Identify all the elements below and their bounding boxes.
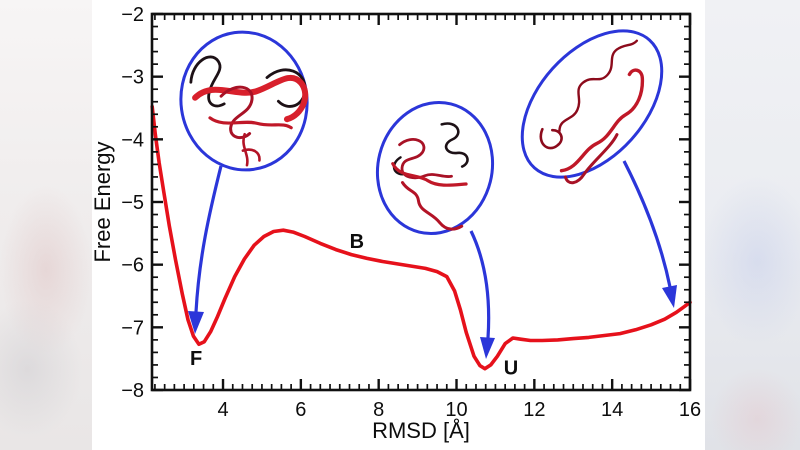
folded-protein-ribbon-icon [189,55,309,167]
x-tick-label: 12 [523,399,545,421]
arrow-to-extended-tail [622,160,677,308]
x-tick-label: 8 [373,399,384,421]
arrow-to-folded-minimum [188,165,223,334]
x-tick-label: 10 [445,399,467,421]
unfolded-structure-inset [520,29,664,185]
x-tick-label: 14 [601,399,623,421]
unfolded-protein-ribbon-icon [539,39,645,185]
state-label-F: F [190,348,202,370]
state-label-B: B [350,231,364,253]
x-axis-title: RMSD [Å] [372,418,470,443]
free-energy-curve [150,104,692,371]
state-label-U: U [504,357,518,379]
intermediate-protein-ribbon-icon [391,122,469,231]
intermediate-structure-ellipse [375,100,495,236]
axis-ticks [152,12,692,392]
y-axis-title: Free Energy [90,141,115,262]
y-tick-label: −5 [121,192,144,214]
arrowhead-icon [662,285,677,308]
x-tick-label: 4 [217,399,228,421]
arrow-to-unfolded-minimum [469,230,495,359]
intermediate-structure-inset [375,100,495,236]
y-tick-label: −4 [121,129,144,151]
axis-tick-labels: 4 6 8 10 12 14 16 −2 −3 −4 −5 −6 −7 −8 [121,4,701,421]
folded-structure-ellipse [179,30,309,172]
y-tick-label: −8 [121,380,144,402]
y-tick-label: −2 [121,4,144,26]
folded-structure-inset [179,30,309,172]
x-tick-label: 6 [295,399,306,421]
x-tick-label: 16 [679,399,701,421]
y-tick-label: −7 [121,317,144,339]
y-tick-label: −6 [121,255,144,277]
state-labels: F B U [190,231,518,380]
figure-background [92,0,705,450]
arrowhead-icon [480,337,495,359]
unfolded-structure-ellipse [520,29,664,179]
blurred-letterbox-right [705,0,800,450]
y-tick-label: −3 [121,67,144,89]
arrowhead-icon [188,311,204,334]
blurred-letterbox-left [0,0,92,450]
